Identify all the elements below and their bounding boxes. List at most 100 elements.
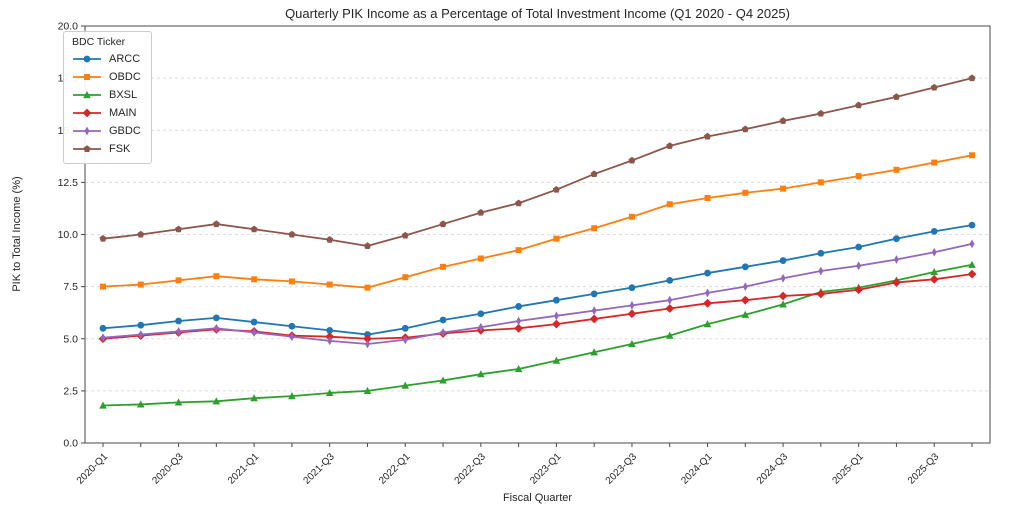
data-point-marker bbox=[175, 225, 183, 233]
data-point-marker bbox=[288, 392, 296, 400]
data-point-marker bbox=[514, 364, 523, 373]
data-point-marker bbox=[401, 324, 409, 332]
series-obdc bbox=[100, 152, 975, 291]
data-point-marker bbox=[969, 152, 975, 159]
data-point-marker bbox=[553, 311, 559, 321]
x-tick-label: 2020-Q1 bbox=[75, 451, 111, 487]
y-axis-label: PIK to Total Income (%) bbox=[11, 176, 23, 292]
data-point-marker bbox=[855, 101, 863, 109]
data-point-marker bbox=[326, 281, 333, 288]
data-point-marker bbox=[590, 290, 598, 298]
data-point-marker bbox=[326, 236, 334, 243]
y-tick-label: 12.5 bbox=[58, 177, 79, 189]
x-tick-label: 2021-Q3 bbox=[302, 451, 338, 487]
data-point-marker bbox=[817, 179, 824, 186]
data-point-marker bbox=[250, 394, 258, 402]
data-point-marker bbox=[137, 321, 145, 329]
data-point-marker bbox=[99, 234, 107, 242]
data-point-marker bbox=[213, 323, 219, 333]
data-point-marker bbox=[704, 195, 711, 202]
y-tick-label: 5.0 bbox=[63, 333, 78, 345]
data-point-marker bbox=[174, 398, 183, 406]
data-point-marker bbox=[82, 108, 92, 118]
data-point-marker bbox=[892, 93, 900, 100]
y-tick-label: 10.0 bbox=[58, 229, 79, 241]
legend-swatch-fsk bbox=[73, 145, 101, 152]
data-point-marker bbox=[968, 74, 976, 82]
x-tick-label: 2023-Q1 bbox=[528, 451, 564, 487]
data-point-marker bbox=[552, 185, 560, 193]
data-point-marker bbox=[364, 339, 370, 349]
data-point-marker bbox=[250, 225, 258, 233]
data-point-marker bbox=[816, 289, 826, 299]
y-tick-label: 2.5 bbox=[63, 385, 78, 397]
x-tick-label: 2023-Q3 bbox=[604, 451, 640, 487]
data-point-marker bbox=[740, 295, 750, 305]
data-point-marker bbox=[968, 260, 976, 268]
legend: BDC Ticker ARCC OBDC BXSL MAIN GBDC FSK bbox=[63, 31, 152, 164]
data-point-marker bbox=[779, 117, 787, 124]
data-point-marker bbox=[439, 316, 447, 324]
data-point-marker bbox=[780, 273, 786, 283]
data-point-marker bbox=[705, 288, 711, 298]
y-tick-label: 20.0 bbox=[58, 21, 79, 33]
data-point-marker bbox=[665, 331, 674, 339]
series-bxsl bbox=[99, 260, 976, 409]
data-point-marker bbox=[288, 278, 295, 285]
data-point-marker bbox=[477, 208, 485, 216]
data-point-marker bbox=[83, 91, 91, 99]
data-point-marker bbox=[666, 142, 674, 149]
data-point-marker bbox=[175, 317, 182, 325]
legend-swatch-arcc bbox=[73, 55, 101, 63]
data-point-marker bbox=[402, 335, 408, 345]
x-tick-label: 2025-Q3 bbox=[906, 451, 942, 487]
data-point-marker bbox=[930, 227, 938, 235]
data-point-marker bbox=[213, 273, 220, 280]
legend-label: FSK bbox=[109, 143, 131, 155]
legend-item-main: MAIN bbox=[72, 104, 141, 122]
data-point-marker bbox=[589, 314, 599, 324]
legend-label: BXSL bbox=[109, 89, 138, 101]
data-point-marker bbox=[212, 314, 220, 322]
data-point-marker bbox=[779, 257, 787, 264]
legend-swatch-gbdc bbox=[73, 126, 101, 136]
data-point-marker bbox=[590, 170, 598, 178]
series-main bbox=[98, 269, 977, 344]
data-point-marker bbox=[967, 269, 977, 279]
data-point-marker bbox=[854, 285, 864, 295]
data-point-marker bbox=[289, 332, 295, 342]
data-point-marker bbox=[515, 199, 523, 207]
legend-label: GBDC bbox=[109, 125, 141, 137]
data-point-marker bbox=[666, 201, 673, 208]
data-point-marker bbox=[478, 322, 484, 332]
data-point-marker bbox=[929, 274, 939, 284]
data-point-marker bbox=[514, 323, 524, 333]
data-point-marker bbox=[440, 263, 447, 270]
legend-item-fsk: FSK bbox=[72, 140, 141, 158]
gridlines bbox=[85, 77, 990, 392]
data-point-marker bbox=[591, 306, 597, 316]
data-point-marker bbox=[855, 243, 863, 251]
data-point-marker bbox=[780, 185, 787, 192]
data-point-marker bbox=[931, 247, 937, 257]
data-point-marker bbox=[968, 221, 976, 229]
data-point-marker bbox=[741, 263, 749, 271]
data-point-marker bbox=[741, 310, 750, 318]
data-point-marker bbox=[703, 320, 712, 328]
data-point-marker bbox=[552, 356, 561, 364]
data-point-marker bbox=[212, 220, 220, 228]
data-point-marker bbox=[99, 324, 107, 332]
x-tick-label: 2020-Q3 bbox=[150, 451, 186, 487]
data-point-marker bbox=[516, 316, 522, 326]
data-point-marker bbox=[325, 388, 334, 397]
legend-label: ARCC bbox=[109, 53, 141, 65]
series-line-arcc bbox=[102, 224, 973, 336]
data-point-marker bbox=[440, 328, 446, 337]
series-gbdc bbox=[100, 239, 975, 349]
data-point-marker bbox=[136, 400, 145, 408]
legend-swatch-main bbox=[73, 108, 101, 118]
x-axis-ticks: 2020-Q1 2020-Q3 2021-Q1 2021-Q3 2022-Q1 2022-… bbox=[75, 443, 973, 487]
legend-items: ARCC OBDC BXSL MAIN GBDC FSK bbox=[72, 50, 141, 158]
data-point-marker bbox=[251, 276, 258, 283]
